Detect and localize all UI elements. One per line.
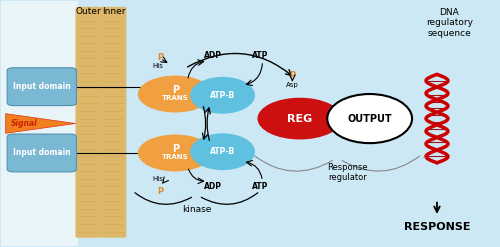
Text: Inner: Inner <box>102 7 125 16</box>
Text: ATP-B: ATP-B <box>210 147 235 156</box>
FancyBboxPatch shape <box>100 7 126 238</box>
Ellipse shape <box>328 94 412 143</box>
Text: RESPONSE: RESPONSE <box>404 222 470 232</box>
Text: Response
regulator: Response regulator <box>327 163 368 182</box>
Circle shape <box>138 76 212 112</box>
Text: P: P <box>290 71 296 80</box>
Circle shape <box>138 135 212 171</box>
FancyBboxPatch shape <box>7 134 76 172</box>
Text: DNA
regulatory
sequence: DNA regulatory sequence <box>426 8 473 38</box>
Text: TRANS: TRANS <box>162 154 188 160</box>
Text: kinase: kinase <box>182 205 211 214</box>
Text: Input domain: Input domain <box>13 148 70 158</box>
Text: Asp: Asp <box>286 82 299 88</box>
Text: ATP-B: ATP-B <box>210 91 235 100</box>
Text: ADP: ADP <box>204 182 222 191</box>
Text: REG: REG <box>287 114 312 124</box>
Ellipse shape <box>190 133 255 170</box>
Text: His: His <box>152 176 163 182</box>
Text: Signal: Signal <box>10 119 38 128</box>
Text: ATP: ATP <box>252 182 268 191</box>
Text: His: His <box>152 63 163 69</box>
Text: Input domain: Input domain <box>13 82 70 91</box>
Text: OUTPUT: OUTPUT <box>348 114 392 124</box>
Text: P: P <box>157 186 164 196</box>
FancyBboxPatch shape <box>7 68 76 105</box>
Text: TRANS: TRANS <box>162 95 188 102</box>
Text: ADP: ADP <box>204 51 222 61</box>
Text: P: P <box>172 85 179 95</box>
Circle shape <box>258 98 342 140</box>
FancyBboxPatch shape <box>76 7 102 238</box>
Text: Outer: Outer <box>76 7 102 16</box>
Polygon shape <box>6 114 75 133</box>
Text: P: P <box>157 53 164 62</box>
Text: P: P <box>172 144 179 154</box>
Ellipse shape <box>190 77 255 114</box>
Text: ATP: ATP <box>252 51 268 61</box>
Bar <box>0 1 78 246</box>
